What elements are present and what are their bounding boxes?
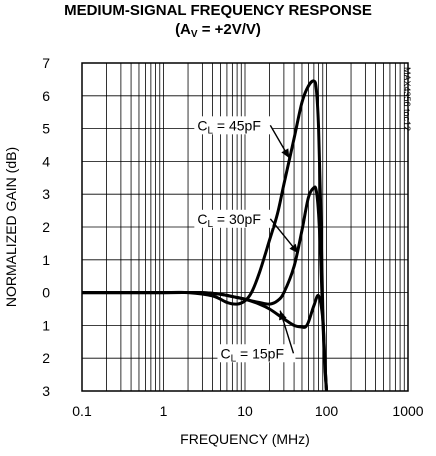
y-tick-label: 1 [42,252,50,268]
x-tick-label: 0.1 [72,403,92,419]
y-tick-label: 5 [42,121,50,137]
annotation-label-1: CL = 45pF [197,117,261,136]
annotation-arrowhead-2 [289,243,299,254]
chart-subtitle: (AV = +2V/V) [175,21,261,40]
series-line-3 [82,290,328,391]
annotation-background [217,344,296,363]
y-tick-label: 3 [42,186,50,202]
annotation-background [194,209,273,228]
series-line-1 [82,79,328,391]
annotation-label-3: CL = 15pF [220,345,284,364]
y-tick-label: 3 [42,383,50,399]
x-tick-label: 10 [237,403,253,419]
y-tick-label: 2 [42,350,50,366]
x-tick-label: 1 [160,403,168,419]
annotation-label-2: CL = 30pF [197,211,261,230]
chart-title: MEDIUM-SIGNAL FREQUENCY RESPONSE [64,2,372,19]
y-tick-label: 6 [42,88,50,104]
annotation-arrowhead-1 [281,148,290,159]
annotation-arrowhead-3 [279,310,287,321]
figure-code-watermark: MAX4356 toc12 [402,67,412,131]
x-axis-label: FREQUENCY (MHz) [180,431,310,447]
x-tick-label: 100 [315,403,339,419]
annotation-background [194,116,273,135]
y-tick-label: 4 [42,153,50,169]
plot-frame [81,62,409,392]
y-tick-label: 2 [42,219,50,235]
y-tick-label: 0 [42,285,50,301]
y-axis-label: NORMALIZED GAIN (dB) [3,147,19,307]
y-tick-label: 1 [42,317,50,333]
y-tick-label: 7 [42,55,50,71]
x-tick-label: 1000 [392,403,423,419]
